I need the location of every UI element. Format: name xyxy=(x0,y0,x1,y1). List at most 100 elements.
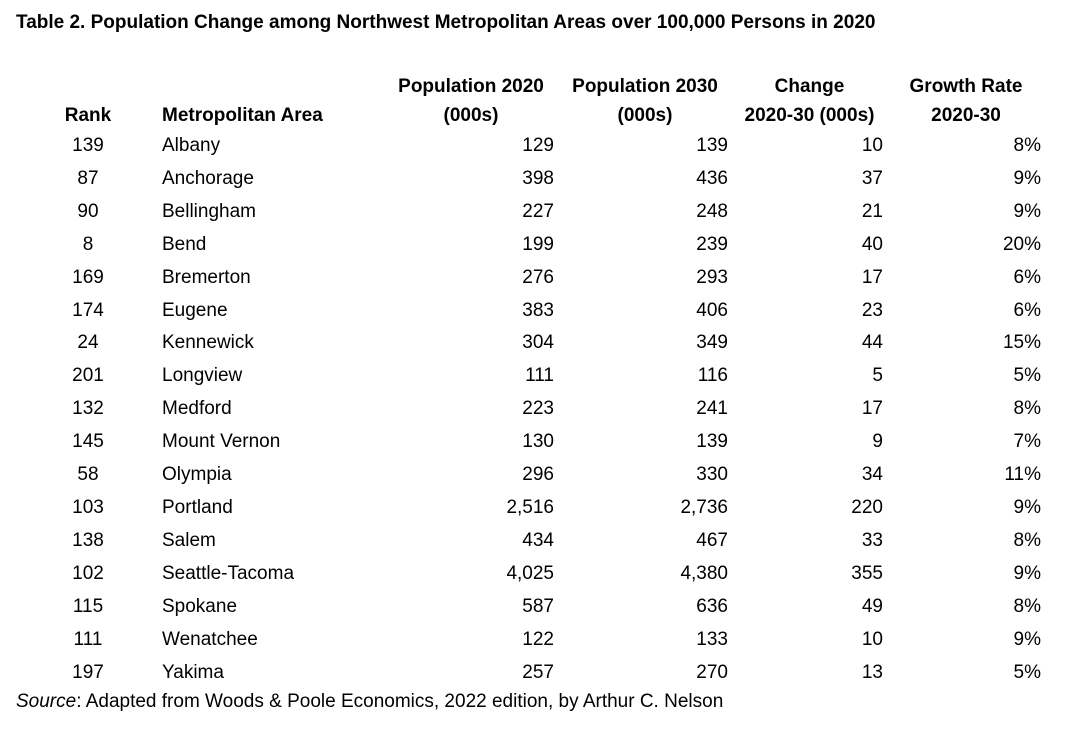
cell-change: 23 xyxy=(861,299,883,321)
cell-rank: 197 xyxy=(72,661,104,683)
cell-change: 10 xyxy=(861,135,883,156)
cell-rank: 169 xyxy=(72,266,104,288)
cell-growth-rate: 8% xyxy=(1013,398,1041,420)
cell-pop2020: 587 xyxy=(522,595,554,617)
cell-growth-rate: 15% xyxy=(1002,332,1041,354)
cell-growth-rate: 6% xyxy=(1013,299,1041,321)
cell-pop2020: 304 xyxy=(522,332,554,354)
table-row: 197 Yakima 257 270 13 5% xyxy=(18,657,1045,690)
cell-pop2030: 241 xyxy=(696,398,728,420)
cell-growth-rate: 5% xyxy=(1013,661,1041,683)
table-row: 115 Spokane 587 636 49 8% xyxy=(18,591,1045,624)
cell-growth-rate: 9% xyxy=(1013,200,1041,222)
cell-pop2030: 133 xyxy=(696,628,728,650)
cell-rank: 90 xyxy=(77,200,99,222)
cell-pop2030: 270 xyxy=(696,661,728,683)
cell-rank: 138 xyxy=(72,529,104,551)
table-row: 111 Wenatchee 122 133 10 9% xyxy=(18,624,1045,657)
table-title: Table 2. Population Change among Northwe… xyxy=(16,12,876,33)
cell-area: Wenatchee xyxy=(162,628,258,650)
cell-rank: 8 xyxy=(82,233,94,255)
cell-growth-rate: 11% xyxy=(1004,464,1041,486)
cell-rank: 115 xyxy=(72,595,104,617)
cell-area: Mount Vernon xyxy=(162,431,281,453)
cell-area: Bellingham xyxy=(162,200,256,222)
cell-pop2030: 248 xyxy=(696,200,728,222)
cell-pop2020: 111 xyxy=(525,365,554,387)
cell-change: 355 xyxy=(851,562,883,584)
cell-pop2030: 349 xyxy=(696,332,728,354)
cell-rank: 139 xyxy=(72,135,104,156)
cell-area: Kennewick xyxy=(162,332,254,354)
cell-rank: 58 xyxy=(77,464,99,486)
cell-growth-rate: 9% xyxy=(1013,562,1041,584)
cell-growth-rate: 9% xyxy=(1013,496,1041,518)
cell-change: 40 xyxy=(861,233,883,255)
cell-area: Spokane xyxy=(162,595,238,617)
header-growth-rate: Growth Rate 2020-30 xyxy=(909,76,1023,126)
cell-change: 21 xyxy=(861,200,883,222)
cell-pop2030: 239 xyxy=(696,233,728,255)
cell-change: 10 xyxy=(861,628,883,650)
cell-pop2030: 116 xyxy=(697,365,728,387)
cell-pop2020: 2,516 xyxy=(506,496,554,518)
table-row: 58 Olympia 296 330 34 11% xyxy=(18,459,1045,492)
cell-change: 34 xyxy=(861,464,883,486)
header-change: Change 2020-30 (000s) xyxy=(744,76,875,126)
cell-area: Bremerton xyxy=(162,266,251,288)
cell-rank: 102 xyxy=(72,562,104,584)
header-rank: Rank xyxy=(64,105,112,126)
source-text: : Adapted from Woods & Poole Economics, … xyxy=(76,691,724,712)
table-row: 102 Seattle-Tacoma 4,025 4,380 355 9% xyxy=(18,558,1045,591)
cell-change: 220 xyxy=(851,496,883,518)
cell-area: Albany xyxy=(162,135,221,156)
cell-change: 13 xyxy=(861,661,883,683)
cell-area: Salem xyxy=(162,529,216,551)
cell-pop2020: 199 xyxy=(522,233,554,255)
cell-pop2020: 398 xyxy=(522,167,554,189)
table-row: 201 Longview 111 116 5 5% xyxy=(18,360,1045,393)
cell-change: 9 xyxy=(872,431,883,453)
cell-rank: 132 xyxy=(72,398,104,420)
table-row: 103 Portland 2,516 2,736 220 9% xyxy=(18,492,1045,525)
cell-pop2030: 467 xyxy=(696,529,728,551)
cell-pop2030: 293 xyxy=(696,266,728,288)
source-note: Source: Adapted from Woods & Poole Econo… xyxy=(16,691,723,713)
header-pop2030: Population 2030 (000s) xyxy=(572,76,718,126)
cell-rank: 111 xyxy=(73,628,103,650)
cell-pop2020: 130 xyxy=(522,431,554,453)
cell-area: Longview xyxy=(162,365,243,387)
cell-area: Seattle-Tacoma xyxy=(162,562,295,584)
cell-pop2020: 257 xyxy=(522,661,554,683)
cell-area: Eugene xyxy=(162,299,228,321)
cell-change: 17 xyxy=(861,266,883,288)
source-label: Source xyxy=(16,691,77,712)
table-row: 132 Medford 223 241 17 8% xyxy=(18,393,1045,426)
cell-pop2030: 330 xyxy=(696,464,728,486)
cell-rank: 174 xyxy=(72,299,104,321)
cell-pop2030: 4,380 xyxy=(680,562,728,584)
cell-growth-rate: 9% xyxy=(1013,167,1041,189)
cell-change: 33 xyxy=(861,529,883,551)
cell-growth-rate: 8% xyxy=(1013,595,1041,617)
cell-pop2030: 139 xyxy=(696,135,728,156)
cell-growth-rate: 20% xyxy=(1002,233,1041,255)
table-row: 169 Bremerton 276 293 17 6% xyxy=(18,262,1045,295)
cell-pop2020: 434 xyxy=(522,529,554,551)
table-row: 8 Bend 199 239 40 20% xyxy=(18,229,1045,262)
cell-pop2020: 122 xyxy=(522,628,554,650)
table-row: 174 Eugene 383 406 23 6% xyxy=(18,295,1045,328)
population-table: Rank Metropolitan Area Population 2020 (0… xyxy=(18,72,1045,689)
cell-growth-rate: 7% xyxy=(1013,431,1041,453)
cell-rank: 24 xyxy=(77,332,99,354)
cell-pop2020: 4,025 xyxy=(506,562,554,584)
cell-area: Bend xyxy=(162,233,207,255)
header-row: Rank Metropolitan Area Population 2020 (0… xyxy=(18,72,1045,130)
cell-growth-rate: 8% xyxy=(1013,135,1041,156)
cell-pop2020: 129 xyxy=(522,135,554,156)
cell-growth-rate: 8% xyxy=(1013,529,1041,551)
cell-change: 5 xyxy=(872,365,883,387)
cell-change: 44 xyxy=(861,332,883,354)
cell-pop2020: 227 xyxy=(522,200,554,222)
cell-rank: 87 xyxy=(77,167,99,189)
